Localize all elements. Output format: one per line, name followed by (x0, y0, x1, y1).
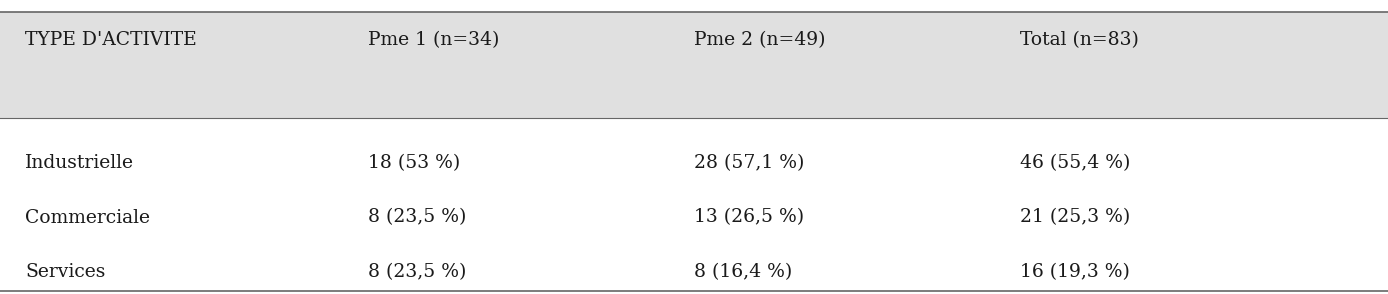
Text: 13 (26,5 %): 13 (26,5 %) (694, 208, 804, 227)
Text: Services: Services (25, 263, 105, 281)
Text: TYPE D'ACTIVITE: TYPE D'ACTIVITE (25, 31, 197, 49)
Text: Pme 1 (n=34): Pme 1 (n=34) (368, 31, 500, 49)
Text: Industrielle: Industrielle (25, 154, 135, 172)
Text: 8 (23,5 %): 8 (23,5 %) (368, 263, 466, 281)
Text: Commerciale: Commerciale (25, 208, 150, 227)
Text: 28 (57,1 %): 28 (57,1 %) (694, 154, 805, 172)
Text: 8 (16,4 %): 8 (16,4 %) (694, 263, 793, 281)
Text: Total (n=83): Total (n=83) (1020, 31, 1140, 49)
Text: 46 (55,4 %): 46 (55,4 %) (1020, 154, 1131, 172)
Text: Pme 2 (n=49): Pme 2 (n=49) (694, 31, 826, 49)
Text: 16 (19,3 %): 16 (19,3 %) (1020, 263, 1130, 281)
Text: 18 (53 %): 18 (53 %) (368, 154, 459, 172)
Bar (0, 12, 1388, 118)
Text: 21 (25,3 %): 21 (25,3 %) (1020, 208, 1130, 227)
Text: 8 (23,5 %): 8 (23,5 %) (368, 208, 466, 227)
